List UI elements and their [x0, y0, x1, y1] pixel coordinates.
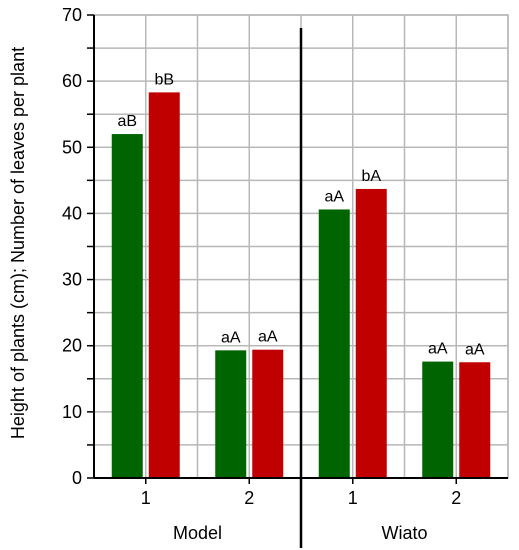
bar-letter-label: aA [258, 329, 278, 346]
bar [111, 134, 143, 479]
bar-letter-label: aA [324, 188, 344, 205]
bar [318, 209, 350, 478]
bar [215, 350, 247, 478]
bar-letter-label: aA [465, 341, 485, 358]
y-tick-label: 10 [62, 402, 82, 422]
bar-letter-label: aA [221, 329, 241, 346]
y-tick-label: 70 [62, 5, 82, 25]
bar [252, 349, 284, 478]
group-label: Model [173, 523, 222, 543]
bar-letter-label: bB [154, 71, 174, 88]
y-tick-label: 40 [62, 203, 82, 223]
x-tick-label: 1 [348, 488, 358, 508]
bar-letter-label: aA [428, 341, 448, 358]
x-tick-label: 2 [244, 488, 254, 508]
axes: 1 2 1 2 Model Wiato 0 10 20 30 40 50 60 70 [62, 5, 508, 548]
x-tick-label: 2 [451, 488, 461, 508]
y-tick-label: 60 [62, 71, 82, 91]
y-tick-label: 0 [72, 468, 82, 488]
bar [148, 92, 180, 478]
y-axis-title: Height of plants (cm); Number of leaves … [8, 47, 28, 439]
bar-letter-label: bA [361, 168, 381, 185]
bar [355, 188, 387, 478]
y-tick-label: 30 [62, 270, 82, 290]
group-label: Wiato [381, 523, 427, 543]
bars [111, 92, 491, 479]
bar-letter-label: aB [117, 113, 137, 130]
bar [459, 362, 491, 478]
y-tick-label: 50 [62, 137, 82, 157]
y-tick-label: 20 [62, 336, 82, 356]
bar-letter-labels: aB bB aA aA aA bA aA aA [117, 71, 484, 358]
bar [422, 361, 454, 478]
x-tick-label: 1 [141, 488, 151, 508]
